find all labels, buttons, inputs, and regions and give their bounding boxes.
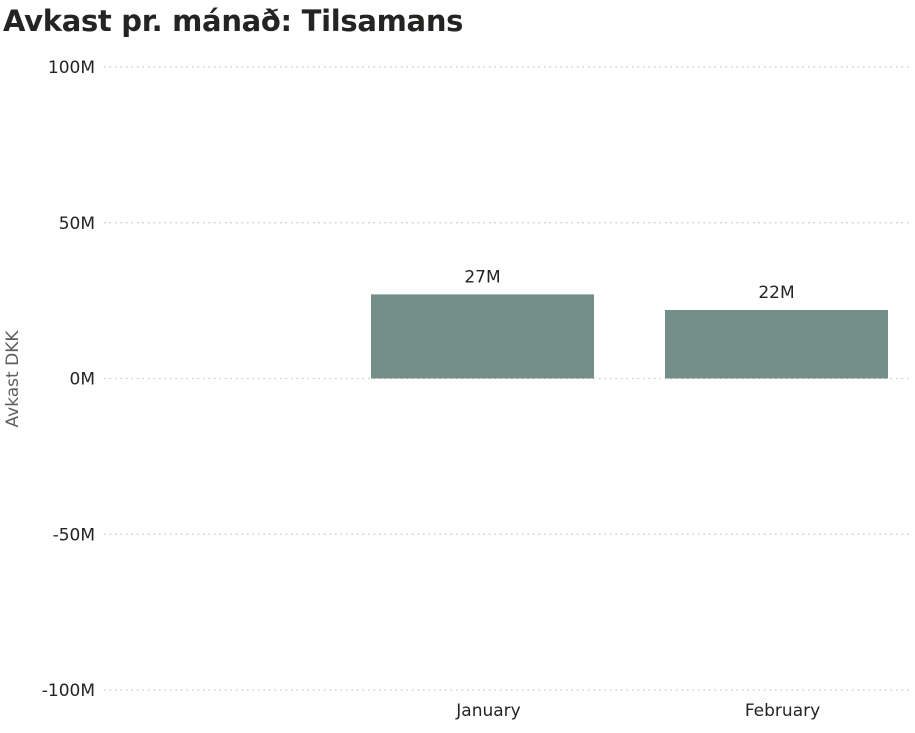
y-tick-label: 0M bbox=[70, 370, 95, 390]
data-label-february: 22M bbox=[758, 283, 794, 303]
data-labels: 27M 22M bbox=[464, 267, 794, 303]
bar-february[interactable] bbox=[665, 309, 888, 379]
chart-title: Avkast pr. mánað: Tilsamans bbox=[3, 4, 464, 38]
y-axis-ticks: 100M 50M 0M -50M -100M bbox=[42, 58, 95, 701]
data-label-january: 27M bbox=[464, 267, 500, 287]
y-axis-title: Avkast DKK bbox=[3, 330, 23, 428]
bars bbox=[371, 294, 888, 379]
bar-january[interactable] bbox=[371, 294, 594, 379]
y-tick-label: 50M bbox=[59, 214, 95, 234]
x-tick-label-february: February bbox=[745, 701, 820, 721]
x-axis-ticks: January February bbox=[455, 701, 820, 721]
y-tick-label: -50M bbox=[53, 525, 95, 545]
y-tick-label: 100M bbox=[48, 58, 95, 78]
y-tick-label: -100M bbox=[42, 681, 95, 701]
x-tick-label-january: January bbox=[455, 701, 520, 721]
